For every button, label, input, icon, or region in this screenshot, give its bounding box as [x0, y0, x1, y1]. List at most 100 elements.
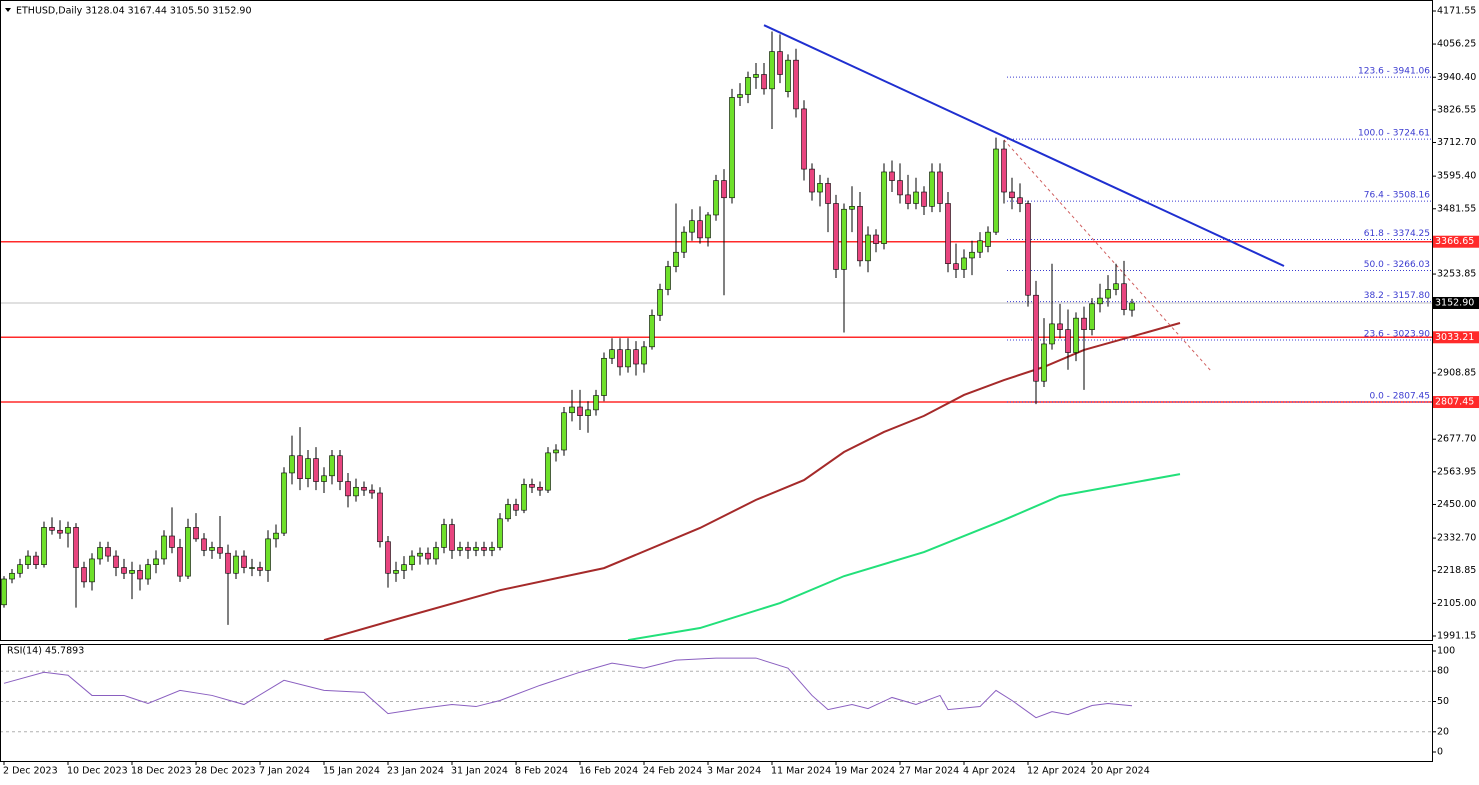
candle-body: [441, 524, 447, 548]
candle-body: [665, 266, 671, 290]
fib-label: 0.0 - 2807.45: [1370, 392, 1431, 402]
candle-body: [849, 206, 855, 210]
candle-body: [1017, 197, 1023, 204]
candle-body: [1089, 303, 1095, 330]
projection-line: [1003, 139, 1213, 373]
price-tag: [1433, 296, 1479, 309]
candle-body: [97, 547, 103, 560]
axes: 4171.55 4056.25 3940.40 3826.55 3712.70 3595.…: [3, 5, 1479, 777]
y-tick-label: 3595.40: [1437, 171, 1476, 182]
candle-body: [1129, 302, 1135, 311]
candle-body: [65, 527, 71, 534]
candle-body: [257, 567, 263, 571]
candle-body: [641, 346, 647, 365]
candle-body: [689, 220, 695, 233]
candle-body: [417, 552, 423, 557]
candle-body: [921, 191, 927, 207]
candle-body: [1049, 323, 1055, 345]
candle-body: [825, 183, 831, 204]
candle-body: [369, 489, 375, 494]
candle-body: [1105, 289, 1111, 299]
candle-body: [961, 257, 967, 270]
candle-body: [897, 180, 903, 196]
candle-body: [281, 472, 287, 534]
candle-body: [81, 567, 87, 583]
y-tick-label: 3481.55: [1437, 203, 1476, 214]
candle-body: [817, 183, 823, 193]
candle-body: [401, 564, 407, 571]
candle-body: [489, 547, 495, 551]
rsi-tick-label: 20: [1437, 726, 1449, 737]
candle-body: [993, 148, 999, 233]
candle-body: [345, 481, 351, 497]
candle-body: [553, 449, 559, 454]
x-tick-label: 7 Jan 2024: [259, 766, 310, 777]
x-tick-label: 27 Mar 2024: [899, 766, 959, 777]
candle-body: [201, 538, 207, 551]
candle-body: [73, 527, 79, 568]
candle-body: [601, 357, 607, 396]
candle-body: [529, 484, 535, 488]
candle-body: [937, 171, 943, 204]
candle-body: [329, 455, 335, 477]
candle-body: [801, 108, 807, 170]
candle-body: [225, 552, 231, 574]
y-tick-label: 2332.70: [1437, 533, 1476, 544]
moving-average: [627, 473, 1181, 640]
candle-body: [1121, 283, 1127, 310]
candle-body: [793, 59, 799, 110]
rsi-tick-label: 100: [1437, 646, 1455, 657]
y-tick-label: 4056.25: [1437, 39, 1476, 50]
candle-body: [177, 547, 183, 577]
y-tick-label: 2563.95: [1437, 466, 1476, 477]
y-tick-label: 4171.55: [1437, 5, 1476, 16]
candle-body: [809, 168, 815, 193]
candle-body: [769, 51, 775, 90]
price-tag: [1433, 331, 1479, 344]
x-tick-label: 11 Mar 2024: [771, 766, 831, 777]
y-tick-label: 3940.40: [1437, 72, 1476, 83]
candle-body: [433, 547, 439, 560]
fib-label: 23.6 - 3023.90: [1364, 329, 1430, 339]
candle-body: [1033, 294, 1039, 382]
candle-body: [273, 532, 279, 540]
candle-body: [233, 555, 239, 574]
candle-body: [761, 74, 767, 90]
candle-body: [409, 555, 415, 565]
candle-body: [113, 555, 119, 568]
candle-body: [945, 203, 951, 264]
candle-body: [249, 567, 255, 569]
candle-body: [289, 455, 295, 474]
price-tag-label: 3366.65: [1435, 236, 1474, 247]
candle-body: [497, 518, 503, 548]
y-tick-label: 1991.15: [1437, 631, 1476, 642]
x-tick-label: 23 Jan 2024: [387, 766, 444, 777]
candle-body: [649, 314, 655, 348]
candle-body: [705, 214, 711, 239]
x-tick-label: 20 Apr 2024: [1091, 766, 1150, 777]
candle-body: [57, 529, 63, 534]
y-tick-label: 3826.55: [1437, 104, 1476, 115]
candle-body: [377, 492, 383, 543]
candle-body: [217, 547, 223, 554]
candle-body: [321, 475, 327, 482]
candle-body: [209, 547, 215, 551]
y-tick-label: 2218.85: [1437, 565, 1476, 576]
main-plot: [1, 24, 1432, 640]
rsi-tick-label: 50: [1437, 696, 1449, 707]
candle-body: [745, 77, 751, 95]
x-tick-label: 3 Mar 2024: [707, 766, 761, 777]
rsi-line: [3, 657, 1133, 719]
candle-body: [617, 349, 623, 368]
candle-body: [1081, 317, 1087, 330]
candle-body: [729, 97, 735, 199]
candle-body: [609, 349, 615, 359]
candle-body: [89, 558, 95, 583]
candle-body: [465, 547, 471, 551]
candle-body: [633, 349, 639, 365]
candle-body: [137, 570, 143, 580]
x-tick-label: 24 Feb 2024: [643, 766, 702, 777]
candle-body: [505, 504, 511, 520]
x-tick-label: 19 Mar 2024: [835, 766, 895, 777]
